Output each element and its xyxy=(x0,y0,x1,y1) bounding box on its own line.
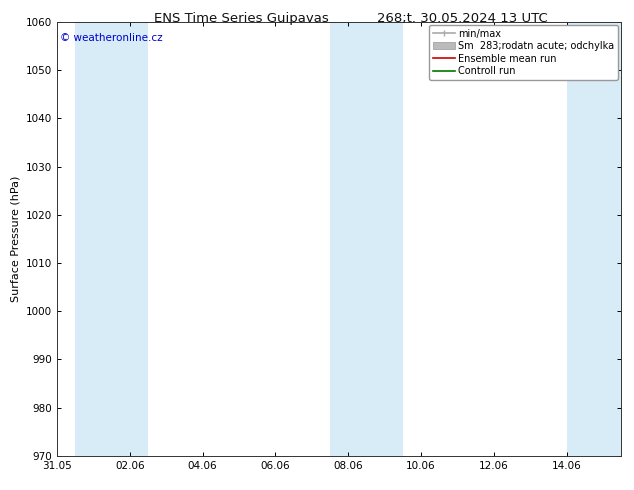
Bar xyxy=(567,22,621,456)
Legend: min/max, Sm  283;rodatn acute; odchylka, Ensemble mean run, Controll run: min/max, Sm 283;rodatn acute; odchylka, … xyxy=(429,25,618,80)
Bar xyxy=(330,22,403,456)
Text: ENS Time Series Guipavas: ENS Time Series Guipavas xyxy=(153,12,328,25)
Text: © weatheronline.cz: © weatheronline.cz xyxy=(60,33,162,43)
Y-axis label: Surface Pressure (hPa): Surface Pressure (hPa) xyxy=(10,176,20,302)
Text: 268;t. 30.05.2024 13 UTC: 268;t. 30.05.2024 13 UTC xyxy=(377,12,548,25)
Bar xyxy=(75,22,148,456)
